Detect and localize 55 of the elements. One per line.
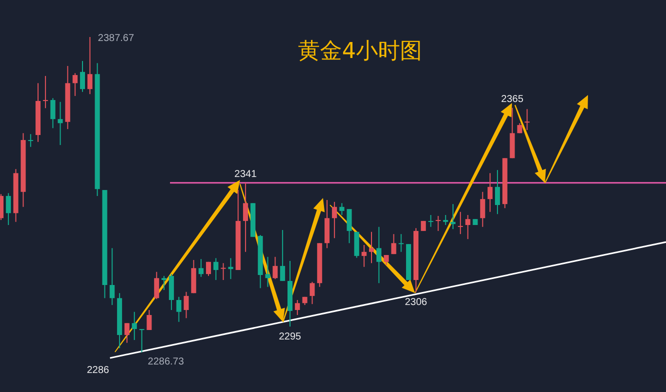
candlestick bbox=[184, 291, 189, 319]
candlestick bbox=[265, 256, 270, 288]
annotation: 2306 bbox=[404, 297, 428, 308]
candlestick bbox=[346, 208, 352, 244]
annotation: 2387.67 bbox=[98, 33, 135, 44]
candlestick bbox=[87, 36, 92, 95]
candlestick bbox=[524, 108, 530, 131]
candlestick bbox=[124, 322, 130, 344]
candlestick bbox=[465, 214, 470, 240]
candlestick bbox=[58, 101, 63, 146]
candlestick bbox=[384, 254, 389, 266]
candlestick bbox=[80, 60, 86, 92]
chart-title: 黄金4小时图 bbox=[298, 39, 422, 64]
candlestick bbox=[443, 214, 448, 226]
candlestick bbox=[428, 214, 434, 228]
candlestick bbox=[310, 281, 315, 305]
candlestick bbox=[369, 231, 374, 264]
candlestick bbox=[6, 192, 11, 226]
candlestick bbox=[488, 172, 493, 212]
text: 2286 bbox=[86, 365, 110, 376]
candlestick bbox=[50, 98, 56, 129]
candlestick bbox=[176, 296, 182, 322]
candlestick bbox=[110, 248, 115, 306]
candlestick bbox=[450, 204, 456, 230]
candlestick bbox=[494, 170, 500, 215]
candlestick bbox=[228, 258, 234, 280]
candlestick bbox=[132, 311, 137, 340]
annotation: 2341 bbox=[234, 168, 258, 180]
candlestick bbox=[332, 201, 337, 239]
candlestick bbox=[376, 226, 382, 284]
candlestick bbox=[198, 258, 204, 278]
candlestick bbox=[391, 234, 396, 255]
candlestick bbox=[28, 134, 34, 148]
candlestick bbox=[72, 72, 78, 96]
candlestick bbox=[213, 258, 218, 280]
candlestick bbox=[139, 328, 144, 353]
candlestick bbox=[206, 261, 211, 276]
candlestick bbox=[294, 300, 300, 316]
annotation: 2365 bbox=[501, 94, 524, 105]
annotation: 2295 bbox=[278, 332, 302, 343]
candlestick bbox=[220, 262, 226, 280]
candlestick bbox=[146, 310, 152, 330]
candlestick bbox=[280, 230, 286, 282]
candlestick bbox=[398, 234, 404, 252]
candlestick bbox=[272, 256, 278, 280]
candlestick bbox=[162, 275, 167, 290]
candlestick bbox=[42, 75, 48, 109]
candlestick bbox=[458, 211, 463, 235]
candlestick bbox=[243, 182, 248, 252]
text: 2286.73 bbox=[148, 356, 184, 368]
candlestick bbox=[362, 244, 367, 268]
candlestick bbox=[154, 271, 160, 300]
candlestick bbox=[480, 191, 486, 228]
candlestick bbox=[436, 215, 441, 232]
candlestick bbox=[339, 202, 344, 216]
